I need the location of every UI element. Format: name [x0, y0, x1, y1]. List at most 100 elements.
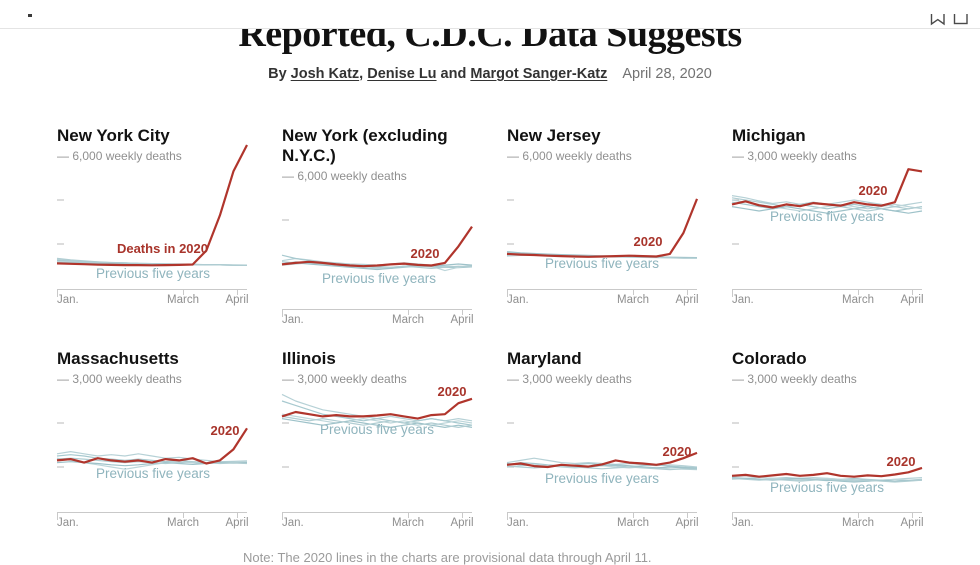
- x-axis-label: March: [392, 314, 424, 327]
- y-axis-unit-label: — 6,000 weekly deaths: [282, 169, 407, 184]
- x-axis: Jan. March April: [732, 289, 924, 307]
- label-2020: 2020: [411, 246, 440, 261]
- chart-title: New York City: [57, 126, 170, 146]
- chart-title: Michigan: [732, 126, 806, 146]
- chart-title: New York (excluding N.Y.C.): [282, 126, 448, 166]
- x-axis-label: Jan.: [57, 517, 79, 530]
- x-tick: [732, 513, 733, 521]
- x-tick: [912, 290, 913, 296]
- x-axis-label: April: [900, 294, 924, 307]
- x-axis-label: Jan.: [282, 517, 304, 530]
- label-previous-five-years: Previous five years: [545, 471, 659, 486]
- line-previous-year: [281, 261, 473, 271]
- chart-plot: 2020 Previous five years: [281, 219, 473, 286]
- x-axis-label: April: [675, 294, 699, 307]
- chart-plot: Deaths in 2020 Previous five years: [56, 144, 248, 281]
- chart-colorado: Colorado — 3,000 weekly deaths 2020 Previ…: [731, 349, 924, 530]
- x-axis: Jan. March April: [57, 512, 249, 530]
- label-2020: 2020: [887, 454, 916, 469]
- x-tick: [408, 310, 409, 316]
- x-tick: [633, 513, 634, 519]
- window-control-fragment: [28, 14, 32, 17]
- y-axis-unit-label: — 3,000 weekly deaths: [57, 372, 182, 387]
- chart-massachusetts: Massachusetts — 3,000 weekly deaths 2020…: [56, 349, 249, 530]
- line-previous-year: [731, 477, 923, 482]
- x-tick: [507, 290, 508, 298]
- y-axis-unit-label: — 3,000 weekly deaths: [282, 372, 407, 387]
- x-tick: [408, 513, 409, 519]
- x-axis-label: March: [842, 517, 874, 530]
- line-2020: [731, 466, 923, 478]
- label-previous-five-years: Previous five years: [322, 271, 436, 286]
- line-2020: [281, 226, 473, 268]
- x-tick: [507, 513, 508, 521]
- y-axis-unit-label: — 3,000 weekly deaths: [732, 149, 857, 164]
- chart-plot: 2020 Previous five years: [281, 384, 473, 468]
- bookmark-icon[interactable]: [930, 14, 946, 28]
- label-previous-five-years: Previous five years: [545, 256, 659, 271]
- x-tick: [912, 513, 913, 519]
- chart-new-jersey: New Jersey — 6,000 weekly deaths 2020 Pre…: [506, 126, 699, 327]
- line-2020: [56, 427, 248, 465]
- x-axis-label: April: [225, 517, 249, 530]
- y-axis-unit-label: — 3,000 weekly deaths: [507, 372, 632, 387]
- x-tick: [282, 310, 283, 318]
- x-tick: [462, 513, 463, 519]
- x-tick: [732, 290, 733, 298]
- browser-chrome-bar: [0, 14, 980, 29]
- x-axis: Jan. March April: [282, 512, 474, 530]
- label-previous-five-years: Previous five years: [96, 466, 210, 481]
- chart-new-york-city: New York City — 6,000 weekly deaths Deat…: [56, 126, 249, 327]
- label-2020: 2020: [859, 183, 888, 198]
- x-axis-label: March: [842, 294, 874, 307]
- x-axis: Jan. March April: [282, 309, 474, 327]
- y-axis-unit-label: — 3,000 weekly deaths: [732, 372, 857, 387]
- author-link[interactable]: Denise Lu: [367, 66, 437, 83]
- line-previous-year: [281, 413, 473, 426]
- line-previous-year: [281, 415, 473, 429]
- line-previous-year: [281, 400, 473, 426]
- label-previous-five-years: Previous five years: [96, 266, 210, 281]
- x-axis-label: March: [617, 517, 649, 530]
- x-axis-label: March: [167, 517, 199, 530]
- x-axis-label: April: [900, 517, 924, 530]
- author-link[interactable]: Margot Sanger-Katz: [470, 66, 608, 83]
- label-previous-five-years: Previous five years: [770, 480, 884, 495]
- footnote: Note: The 2020 lines in the charts are p…: [243, 550, 652, 565]
- line-previous-year: [506, 465, 698, 471]
- chart-title: Colorado: [732, 349, 807, 369]
- byline-prefix: By: [268, 66, 287, 83]
- x-tick: [183, 513, 184, 519]
- y-axis-unit-label: — 6,000 weekly deaths: [507, 149, 632, 164]
- chart-title: Maryland: [507, 349, 582, 369]
- line-previous-year: [281, 418, 473, 429]
- y-axis-unit-label: — 6,000 weekly deaths: [57, 149, 182, 164]
- x-tick: [687, 513, 688, 519]
- x-axis-label: Jan.: [507, 517, 529, 530]
- chart-new-york-excluding-nyc: New York (excluding N.Y.C.) — 6,000 week…: [281, 126, 474, 327]
- x-tick: [462, 310, 463, 316]
- line-previous-year: [56, 257, 248, 266]
- x-axis-label: April: [675, 517, 699, 530]
- chart-illinois: Illinois — 3,000 weekly deaths 2020 Previ…: [281, 349, 474, 530]
- small-multiples-grid: New York City — 6,000 weekly deaths Deat…: [56, 126, 980, 530]
- x-axis: Jan. March April: [507, 289, 699, 307]
- x-axis-label: Jan.: [282, 314, 304, 327]
- chart-title: Illinois: [282, 349, 336, 369]
- line-previous-year: [731, 206, 923, 214]
- x-tick: [282, 513, 283, 521]
- chart-plot: 2020 Previous five years: [731, 168, 923, 245]
- x-axis: Jan. March April: [57, 289, 249, 307]
- x-axis: Jan. March April: [732, 512, 924, 530]
- x-tick: [858, 513, 859, 519]
- x-axis-label: April: [450, 517, 474, 530]
- x-axis-label: Jan.: [507, 294, 529, 307]
- x-tick: [633, 290, 634, 296]
- label-2020: 2020: [663, 444, 692, 459]
- chart-title: New Jersey: [507, 126, 601, 146]
- line-2020: [506, 198, 699, 258]
- label-previous-five-years: Previous five years: [770, 209, 884, 224]
- window-icon[interactable]: [953, 14, 969, 28]
- author-link[interactable]: Josh Katz: [290, 66, 360, 83]
- x-axis-label: April: [225, 294, 249, 307]
